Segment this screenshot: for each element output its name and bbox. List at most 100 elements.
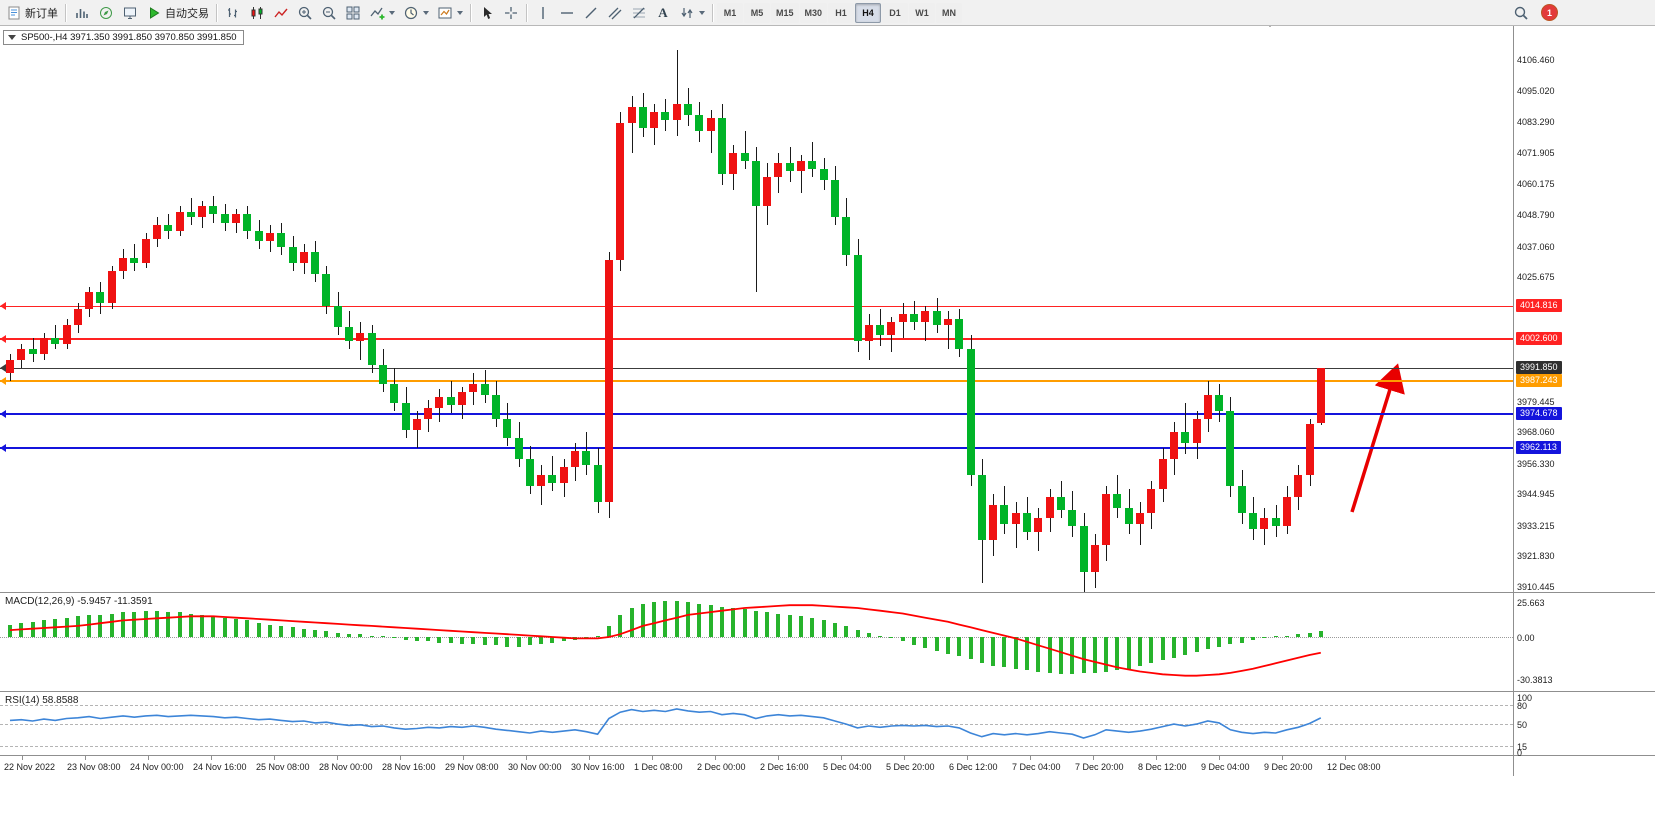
timeframe-button-M15[interactable]: M15 xyxy=(771,2,799,23)
terminal-button[interactable] xyxy=(118,2,142,24)
macd-histogram-bar xyxy=(1319,631,1323,637)
macd-histogram-bar xyxy=(652,602,656,637)
macd-histogram-bar xyxy=(87,614,91,637)
indicators-button[interactable] xyxy=(365,2,399,24)
candle-body xyxy=(854,254,862,341)
candle-wick xyxy=(745,131,746,169)
timeframe-button-D1[interactable]: D1 xyxy=(882,2,909,23)
zoom-in-button[interactable] xyxy=(293,2,317,24)
vertical-line-icon xyxy=(535,5,551,21)
candle-wick xyxy=(417,410,418,449)
market-watch-button[interactable] xyxy=(70,2,94,24)
timeframe-button-H1[interactable]: H1 xyxy=(828,2,855,23)
autotrading-button[interactable]: 自动交易 xyxy=(142,2,213,24)
candle-body xyxy=(560,467,568,484)
navigator-button[interactable] xyxy=(94,2,118,24)
candle-wick xyxy=(1140,502,1141,546)
text-tool-icon: A xyxy=(658,4,668,20)
macd-histogram-bar xyxy=(1127,637,1131,669)
line-chart-button[interactable] xyxy=(269,2,293,24)
macd-histogram-bar xyxy=(1082,637,1086,673)
rsi-panel[interactable]: RSI(14) 58.8588 xyxy=(0,692,1513,755)
timeframe-button-M5[interactable]: M5 xyxy=(744,2,770,23)
horizontal-line-button[interactable] xyxy=(555,2,579,24)
level-line-3991.850[interactable] xyxy=(0,367,1513,369)
time-axis-tick xyxy=(589,756,590,760)
level-line-3987.243[interactable] xyxy=(0,379,1513,382)
timeframe-button-H4[interactable]: H4 xyxy=(855,2,882,23)
candle-body xyxy=(1091,545,1099,573)
macd-histogram-bar xyxy=(788,614,792,637)
shift-triangle-icon xyxy=(1266,26,1274,44)
candlestick-chart-button[interactable] xyxy=(245,2,269,24)
time-axis-tick xyxy=(22,756,23,760)
zoom-out-button[interactable] xyxy=(317,2,341,24)
zoom-in-icon xyxy=(297,5,313,21)
macd-histogram-bar xyxy=(404,637,408,640)
level-left-marker xyxy=(0,376,6,385)
timeframe-button-W1[interactable]: W1 xyxy=(909,2,936,23)
macd-histogram-bar xyxy=(1228,637,1232,644)
arrows-tool-button[interactable] xyxy=(675,2,709,24)
periods-button[interactable] xyxy=(399,2,433,24)
macd-histogram-bar xyxy=(347,634,351,637)
level-line-3962.113[interactable] xyxy=(0,447,1513,450)
panel-separator[interactable] xyxy=(0,592,1655,593)
macd-histogram-bar xyxy=(426,637,430,642)
candle-body xyxy=(1136,512,1144,524)
tile-windows-button[interactable] xyxy=(341,2,365,24)
crosshair-button[interactable] xyxy=(499,2,523,24)
notification-badge[interactable]: 1 xyxy=(1541,4,1558,21)
chart-symbol-box[interactable]: SP500-,H4 3971.350 3991.850 3970.850 399… xyxy=(3,30,244,45)
channel-button[interactable] xyxy=(603,2,627,24)
candle-body xyxy=(334,305,342,328)
candle-body xyxy=(842,217,850,255)
chart-shift-marker[interactable] xyxy=(1266,26,1274,45)
macd-histogram-bar xyxy=(257,623,261,637)
trendline-button[interactable] xyxy=(579,2,603,24)
price-badge-3991.850: 3991.850 xyxy=(1516,361,1562,375)
candle-body xyxy=(616,123,624,261)
text-tool-button[interactable]: A xyxy=(651,2,675,24)
time-axis[interactable]: 22 Nov 2022 23 Nov 08:00 24 Nov 00:00 24 No… xyxy=(0,756,1513,780)
level-line-4014.816[interactable] xyxy=(0,305,1513,307)
candle-body xyxy=(1226,410,1234,487)
new-order-icon xyxy=(6,5,22,21)
timeframe-button-M30[interactable]: M30 xyxy=(799,2,828,23)
macd-histogram-bar xyxy=(1195,637,1199,653)
templates-button[interactable] xyxy=(433,2,467,24)
fibonacci-button[interactable] xyxy=(627,2,651,24)
macd-histogram-bar xyxy=(528,637,532,646)
new-order-button[interactable]: 新订单 xyxy=(2,2,62,24)
timeframe-button-M1[interactable]: M1 xyxy=(717,2,743,23)
candle-body xyxy=(51,338,59,344)
macd-histogram-bar xyxy=(291,627,295,637)
candle-body xyxy=(887,322,895,336)
time-axis-tick xyxy=(778,756,779,760)
time-axis-tick xyxy=(211,756,212,760)
price-badge-4002.600: 4002.600 xyxy=(1516,332,1562,346)
rsi-axis-label: 100 xyxy=(1517,693,1533,703)
bar-chart-button[interactable] xyxy=(221,2,245,24)
fibonacci-icon xyxy=(631,5,647,21)
panel-separator[interactable] xyxy=(0,691,1655,692)
macd-panel[interactable]: MACD(12,26,9) -5.9457 -11.3591 xyxy=(0,593,1513,691)
candle-wick xyxy=(801,155,802,193)
macd-histogram-bar xyxy=(957,637,961,657)
timeframe-button-MN[interactable]: MN xyxy=(936,2,963,23)
price-axis-label: 4106.460 xyxy=(1517,54,1555,65)
cursor-button[interactable] xyxy=(475,2,499,24)
level-line-4002.600[interactable] xyxy=(0,338,1513,341)
level-line-3974.678[interactable] xyxy=(0,413,1513,416)
dropdown-caret xyxy=(699,10,705,15)
price-axis[interactable]: 4106.460 4095.020 4083.290 4071.905 4060.175… xyxy=(1513,0,1655,827)
price-chart[interactable]: SP500-,H4 3971.350 3991.850 3970.850 399… xyxy=(0,26,1513,592)
search-button[interactable] xyxy=(1509,2,1533,24)
candle-body xyxy=(85,292,93,309)
macd-histogram-bar xyxy=(313,630,317,637)
macd-histogram-bar xyxy=(1172,637,1176,658)
vertical-line-button[interactable] xyxy=(531,2,555,24)
bar-chart-icon xyxy=(225,5,241,21)
channel-icon xyxy=(607,5,623,21)
time-axis-label: 30 Nov 16:00 xyxy=(571,762,625,772)
